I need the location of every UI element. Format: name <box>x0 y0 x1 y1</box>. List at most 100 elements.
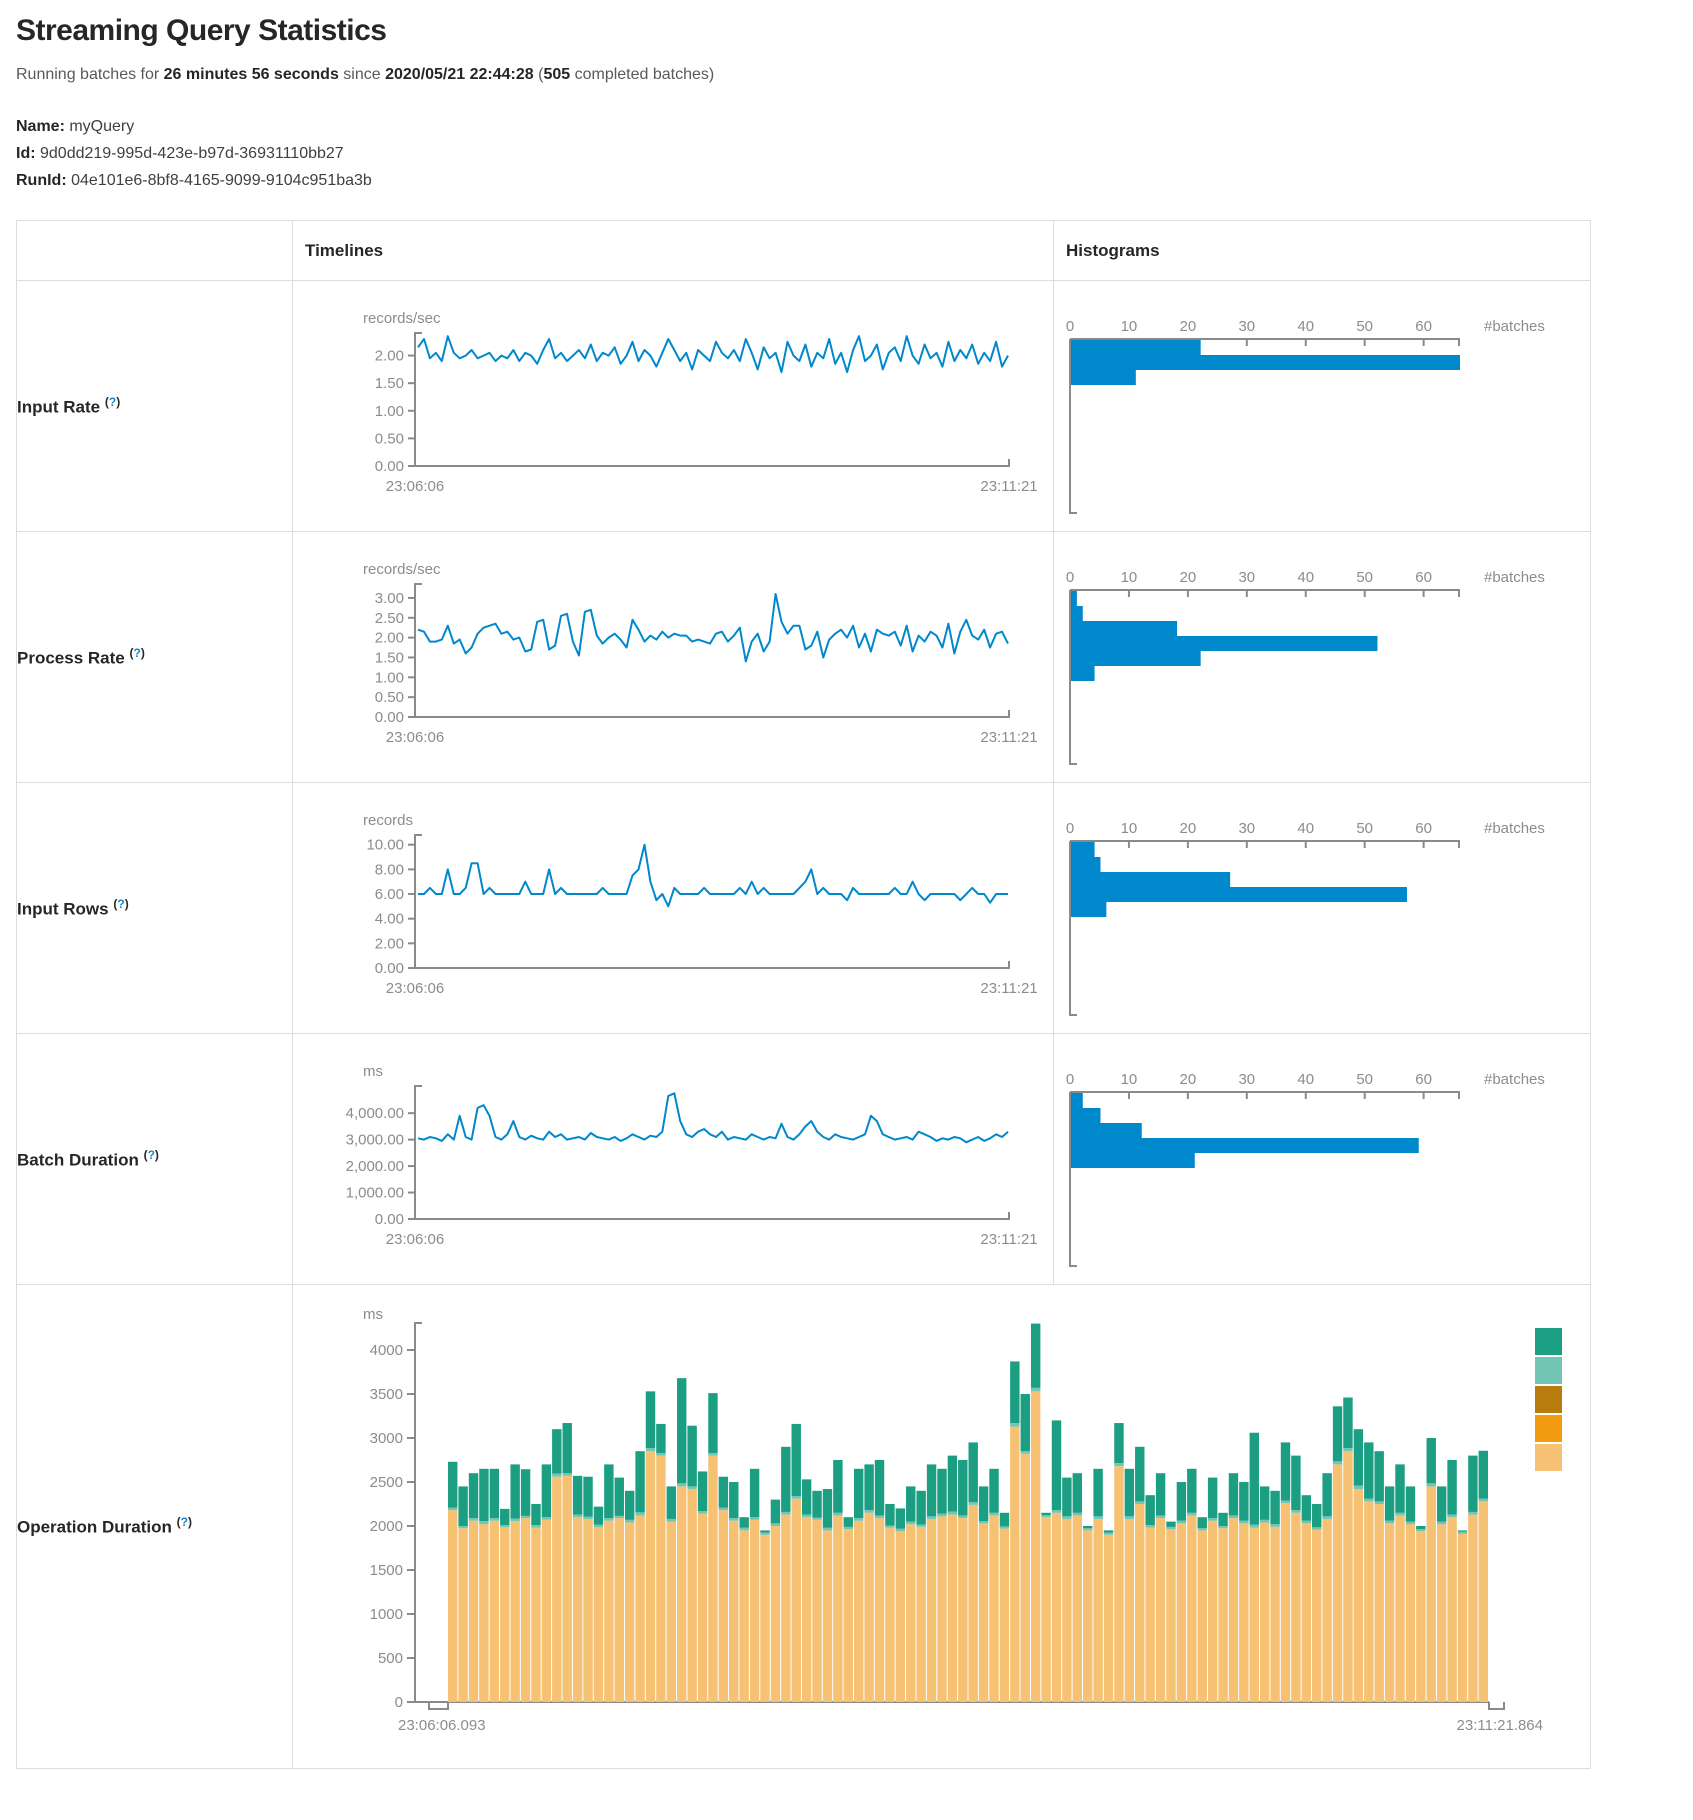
svg-text:records: records <box>363 812 413 829</box>
batch-duration-timeline-chart[interactable]: ms 0.00 1,000.00 2,000.00 3,000.00 4,000.00 23… <box>293 1034 1054 1284</box>
statistics-table: Timelines Histograms Input Rate (?) reco… <box>16 220 1591 1769</box>
svg-text:40: 40 <box>1297 820 1314 837</box>
svg-text:23:06:06: 23:06:06 <box>386 1231 444 1248</box>
svg-text:1,000.00: 1,000.00 <box>346 1185 404 1202</box>
help-tooltip-icon[interactable]: (?) <box>113 896 129 911</box>
input-rate-histogram-cell: 0 10 20 30 40 50 60 #batches <box>1053 280 1591 532</box>
svg-text:2.00: 2.00 <box>375 935 404 952</box>
process-rate-timeline-chart[interactable]: records/sec 0.00 0.50 1.00 1.50 2.00 2.50 3.00 2… <box>293 532 1054 782</box>
svg-text:0.00: 0.00 <box>375 1211 404 1228</box>
svg-text:0: 0 <box>395 1694 403 1711</box>
legend-swatch-1 <box>1535 1328 1562 1355</box>
svg-text:ms: ms <box>363 1306 383 1323</box>
input-rows-histogram-chart[interactable]: 0 10 20 30 40 50 60 #batches <box>1054 783 1589 1033</box>
page-title: Streaming Query Statistics <box>16 14 387 47</box>
svg-text:1.50: 1.50 <box>375 375 404 392</box>
input-rate-histogram-chart[interactable]: 0 10 20 30 40 50 60 #batches <box>1054 281 1589 531</box>
query-id-value: 9d0dd219-995d-423e-b97d-36931110bb27 <box>35 145 344 162</box>
svg-text:23:06:06.093: 23:06:06.093 <box>398 1717 486 1734</box>
input-rows-timeline-cell: records 0.00 2.00 4.00 6.00 8.00 10.00 23:06:06… <box>292 782 1054 1034</box>
svg-text:20: 20 <box>1180 569 1197 586</box>
svg-text:1.00: 1.00 <box>375 669 404 686</box>
batch-duration-histogram-chart[interactable]: 0 10 20 30 40 50 60 #batches <box>1054 1034 1589 1284</box>
query-id-line: Id: 9d0dd219-995d-423e-b97d-36931110bb27 <box>16 145 344 162</box>
svg-text:3500: 3500 <box>370 1386 403 1403</box>
batch-duration-timeline-cell: ms 0.00 1,000.00 2,000.00 3,000.00 4,000.00 23… <box>292 1033 1054 1285</box>
svg-text:10: 10 <box>1121 820 1138 837</box>
process-rate-histogram-chart[interactable]: 0 10 20 30 40 50 60 #batches <box>1054 532 1589 782</box>
row-label-input-rows: Input Rows (?) <box>16 782 293 1034</box>
svg-text:8.00: 8.00 <box>375 861 404 878</box>
table-row: Process Rate (?) records/sec 0.00 0.50 1.00… <box>16 531 1591 783</box>
legend-swatch-2 <box>1535 1357 1562 1384</box>
svg-text:500: 500 <box>378 1650 403 1667</box>
svg-text:10.00: 10.00 <box>366 837 404 854</box>
svg-text:23:06:06: 23:06:06 <box>386 980 444 997</box>
svg-text:#batches: #batches <box>1484 318 1545 335</box>
header-empty-cell <box>16 220 293 281</box>
input-rate-timeline-cell: records/sec 0.00 0.50 1.00 1.50 2.00 23:06:06 2… <box>292 280 1054 532</box>
table-row: Batch Duration (?) ms 0.00 1,000.00 2,000.0… <box>16 1033 1591 1285</box>
completed-batches-count: 505 <box>543 66 571 83</box>
svg-text:records/sec: records/sec <box>363 310 441 327</box>
legend-swatch-4 <box>1535 1415 1562 1442</box>
query-runid-value: 04e101e6-8bf8-4165-9099-9104c951ba3b <box>66 172 372 189</box>
operation-duration-cell: ms 0 500 1000 1500 2000 2500 3000 3500 4000 23:06:… <box>292 1284 1591 1769</box>
help-tooltip-icon[interactable]: (?) <box>176 1515 192 1530</box>
svg-text:0: 0 <box>1066 1071 1074 1088</box>
svg-text:1.00: 1.00 <box>375 403 404 420</box>
running-batches-summary: Running batches for 26 minutes 56 second… <box>16 66 715 83</box>
svg-text:0.00: 0.00 <box>375 709 404 726</box>
svg-text:10: 10 <box>1121 318 1138 335</box>
help-tooltip-icon[interactable]: (?) <box>143 1147 159 1162</box>
help-tooltip-icon[interactable]: (?) <box>129 645 145 660</box>
operation-duration-chart[interactable]: ms 0 500 1000 1500 2000 2500 3000 3500 4000 23:06:… <box>293 1285 1590 1768</box>
svg-text:#batches: #batches <box>1484 820 1545 837</box>
legend-swatch-3 <box>1535 1386 1562 1413</box>
svg-text:50: 50 <box>1356 569 1373 586</box>
row-label-operation-duration: Operation Duration (?) <box>16 1284 293 1769</box>
svg-text:2.50: 2.50 <box>375 610 404 627</box>
svg-text:10: 10 <box>1121 1071 1138 1088</box>
svg-text:40: 40 <box>1297 1071 1314 1088</box>
svg-text:#batches: #batches <box>1484 1071 1545 1088</box>
help-tooltip-icon[interactable]: (?) <box>104 394 121 409</box>
svg-text:40: 40 <box>1297 569 1314 586</box>
table-row: Input Rate (?) records/sec 0.00 0.50 1.00 1.… <box>16 280 1591 532</box>
svg-text:40: 40 <box>1297 318 1314 335</box>
process-rate-histogram-cell: 0 10 20 30 40 50 60 #batches <box>1053 531 1591 783</box>
svg-text:6.00: 6.00 <box>375 886 404 903</box>
svg-text:23:11:21: 23:11:21 <box>980 1231 1037 1248</box>
svg-text:50: 50 <box>1356 318 1373 335</box>
svg-text:0: 0 <box>1066 820 1074 837</box>
input-rate-timeline-chart[interactable]: records/sec 0.00 0.50 1.00 1.50 2.00 23:06:06 2… <box>293 281 1054 531</box>
svg-text:10: 10 <box>1121 569 1138 586</box>
input-rows-timeline-chart[interactable]: records 0.00 2.00 4.00 6.00 8.00 10.00 23:06:06… <box>293 783 1054 1033</box>
svg-text:23:06:06: 23:06:06 <box>386 478 444 495</box>
svg-text:20: 20 <box>1180 820 1197 837</box>
svg-text:50: 50 <box>1356 1071 1373 1088</box>
svg-text:23:11:21: 23:11:21 <box>980 478 1037 495</box>
svg-text:1000: 1000 <box>370 1606 403 1623</box>
query-name-line: Name: myQuery <box>16 118 135 135</box>
svg-text:0.00: 0.00 <box>375 960 404 977</box>
input-rows-histogram-cell: 0 10 20 30 40 50 60 #batches <box>1053 782 1591 1034</box>
svg-text:1500: 1500 <box>370 1562 403 1579</box>
query-name-value: myQuery <box>64 118 135 135</box>
row-label-input-rate: Input Rate (?) <box>16 280 293 532</box>
svg-text:3000: 3000 <box>370 1430 403 1447</box>
svg-text:60: 60 <box>1415 820 1432 837</box>
svg-text:60: 60 <box>1415 1071 1432 1088</box>
start-timestamp: 2020/05/21 22:44:28 <box>385 66 534 83</box>
svg-text:2,000.00: 2,000.00 <box>346 1158 404 1175</box>
svg-text:0.50: 0.50 <box>375 430 404 447</box>
svg-text:0: 0 <box>1066 318 1074 335</box>
table-row: Operation Duration (?) ms 0 500 1000 1500 200… <box>16 1284 1591 1769</box>
svg-text:23:11:21: 23:11:21 <box>980 729 1037 746</box>
svg-text:23:11:21.864: 23:11:21.864 <box>1457 1717 1543 1734</box>
svg-text:3.00: 3.00 <box>375 590 404 607</box>
svg-text:50: 50 <box>1356 820 1373 837</box>
batch-duration-histogram-cell: 0 10 20 30 40 50 60 #batches <box>1053 1033 1591 1285</box>
svg-text:3,000.00: 3,000.00 <box>346 1132 404 1149</box>
svg-text:60: 60 <box>1415 569 1432 586</box>
